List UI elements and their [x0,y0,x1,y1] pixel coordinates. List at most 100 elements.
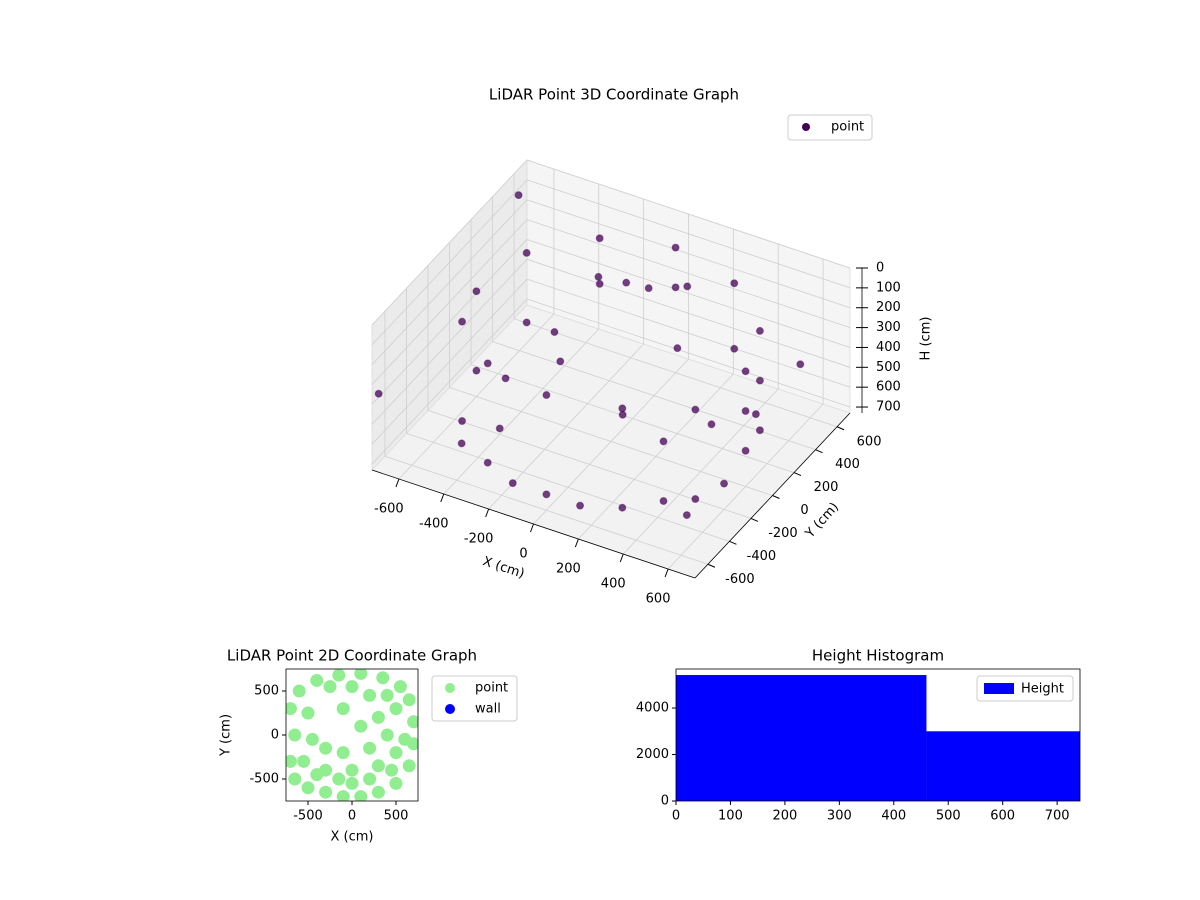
grid-line [371,199,528,365]
point [595,234,604,243]
point [683,282,692,291]
grid-line [526,298,851,408]
y-tick [793,472,802,477]
point [363,772,377,786]
point [550,328,559,337]
x-tick-label: 200 [556,562,581,577]
point [345,680,359,694]
point [659,496,668,505]
x-tick-label: 100 [718,809,743,824]
point [389,776,403,790]
point [730,279,739,288]
x-tick [574,538,579,548]
point [472,366,481,375]
y-axis-line [694,412,851,579]
point [755,426,764,435]
point [374,389,383,398]
point [483,359,492,368]
point [286,702,297,716]
point [508,479,517,488]
z-tick-label: 0 [876,261,884,276]
y-tick [729,540,737,545]
z-tick-label: 700 [876,400,901,415]
y-tick-label: -500 [249,772,279,787]
point [514,191,523,200]
plot-area [286,669,418,801]
grid-line [526,179,851,289]
y-tick-label: 0 [271,728,279,743]
point [354,719,368,733]
point [741,446,750,455]
point [407,715,418,729]
y-tick [836,426,845,431]
x-tick-label: -600 [374,502,404,517]
grid-line [406,432,730,542]
grid-line [384,455,709,565]
point [363,741,377,755]
point [310,768,324,782]
point [345,763,359,777]
y-tick-label: 4000 [636,701,669,716]
point [288,728,302,742]
grid-line [526,258,851,368]
legend-label: Height [1021,682,1064,697]
point [363,688,377,702]
point [741,407,750,416]
point [305,732,319,746]
point [751,410,760,419]
x-tick-label: 0 [519,547,527,562]
point [380,688,394,702]
point [354,669,368,680]
y-tick-label: 2000 [636,747,669,762]
axes-frame [675,668,1081,802]
point [297,754,311,768]
x-axis-line [371,469,696,579]
point [691,405,700,414]
grid-line [371,278,528,445]
y-tick-label: -600 [725,572,755,587]
x-tick-label: 500 [384,809,409,824]
point [402,759,416,773]
point [691,494,700,503]
point [336,702,350,716]
point [336,790,350,801]
point [682,511,691,520]
grid-line [526,278,851,388]
y-tick [815,449,823,454]
point [576,501,585,510]
grid-line [449,387,773,496]
y-tick-label: -400 [747,549,777,564]
y-tick [750,517,759,522]
point [385,763,399,777]
legend-marker [445,683,455,693]
point [659,437,668,446]
bar [676,675,927,801]
y-tick [707,563,716,568]
point [495,424,504,433]
y-tick-label: 200 [814,480,839,495]
y-tick-label: 600 [857,434,882,449]
x-tick-label: 600 [990,809,1015,824]
point [336,746,350,760]
point [720,479,729,488]
point [332,669,346,682]
x-tick [664,568,669,578]
z-tick-label: 400 [876,340,901,355]
point [501,374,510,383]
point [556,357,565,366]
y-tick-label: 400 [835,457,860,472]
grid-line [526,219,851,328]
point [730,344,739,353]
x-tick-label: -400 [419,517,449,532]
x-tick-label: 600 [646,592,671,607]
point [301,706,315,720]
y-tick-label: -200 [768,526,798,541]
point [371,785,385,799]
point [542,490,551,499]
point [332,772,346,786]
grid-line [526,159,851,269]
point [671,283,680,292]
grid-line [371,219,528,385]
point [707,420,716,429]
